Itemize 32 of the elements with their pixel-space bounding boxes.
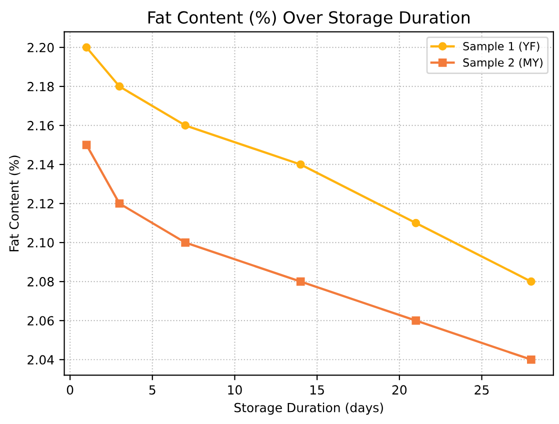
x-tick-label: 20 xyxy=(392,385,407,395)
point xyxy=(296,277,305,286)
point xyxy=(115,199,124,208)
point xyxy=(527,355,536,364)
point xyxy=(412,316,420,325)
x-tick-label: 25 xyxy=(474,385,489,395)
y-tick-label: 2.18 xyxy=(28,82,54,92)
y-tick-label: 2.14 xyxy=(28,160,54,170)
y-tick-label: 2.12 xyxy=(28,198,54,208)
y-tick-label: 2.16 xyxy=(28,120,54,130)
y-tick-label: 2.20 xyxy=(28,42,54,52)
point xyxy=(181,121,190,130)
y-tick-label: 2.10 xyxy=(28,238,54,248)
y-tick-label: 2.04 xyxy=(28,355,54,365)
point xyxy=(412,218,420,228)
legend-label: Sample 1 (YF) xyxy=(463,42,540,53)
point xyxy=(296,160,305,169)
y-tick-label: 2.08 xyxy=(28,277,54,286)
y-tick-label: 2.06 xyxy=(28,316,54,326)
point xyxy=(82,140,91,150)
x-tick-label: 5 xyxy=(149,385,156,395)
chart-title: Fat Content (%) Over Storage Duration xyxy=(148,10,470,27)
x-tick-label: 15 xyxy=(310,385,324,395)
x-tick-label: 0 xyxy=(66,385,74,395)
legend-label: Sample 2 (MY) xyxy=(463,58,542,69)
point xyxy=(115,82,124,91)
x-axis-title: Storage Duration (days) xyxy=(234,402,383,415)
point xyxy=(527,277,536,286)
x-tick-label: 10 xyxy=(228,385,242,395)
y-axis-title: Fat Content (%) xyxy=(9,156,20,252)
point xyxy=(82,43,91,52)
point xyxy=(181,238,190,247)
